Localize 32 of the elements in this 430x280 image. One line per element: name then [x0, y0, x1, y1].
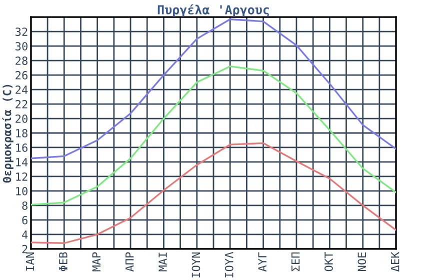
y-tick-label: 24	[16, 86, 28, 94]
x-tick-label: ΟΚΤ	[324, 252, 333, 272]
y-tick-label: 14	[16, 158, 28, 166]
x-tick-label: ΝΟΕ	[358, 252, 366, 272]
x-tick-label: ΙΟΥΝ	[192, 252, 200, 278]
x-tick-label: ΜΑΡ	[92, 252, 100, 272]
y-tick-label: 20	[16, 114, 28, 123]
y-tick-label: 18	[16, 129, 28, 138]
x-tick-label: ΑΥΓ	[258, 252, 266, 272]
y-tick-label: 32	[16, 28, 28, 36]
y-tick-label: 8	[22, 201, 28, 210]
chart-title: Πυργέλα 'Αργους	[158, 4, 269, 17]
x-tick-label: ΙΟΥΛ	[224, 252, 234, 278]
y-tick-label: 12	[16, 172, 28, 181]
x-tick-label: ΦΕΒ	[59, 252, 68, 272]
y-tick-label: 4	[22, 230, 28, 239]
y-tick-label: 10	[16, 186, 28, 196]
y-tick-label: 6	[22, 216, 28, 224]
line-series	[30, 66, 396, 206]
y-tick-label: 28	[16, 56, 28, 65]
y-tick-label: 30	[16, 42, 28, 50]
x-tick-label: ΔΕΚ	[391, 252, 400, 272]
x-tick-label: ΙΑΝ	[26, 252, 34, 271]
y-tick-label: 16	[16, 143, 28, 152]
x-tick-label: ΑΠΡ	[126, 252, 134, 272]
y-tick-label: 2	[22, 244, 28, 254]
y-axis-title: Θερμοκρασία (C)	[2, 84, 14, 183]
x-tick-label: ΣΕΠ	[291, 252, 300, 272]
x-tick-label: ΜΑΙ	[158, 252, 167, 272]
line-series	[30, 142, 396, 244]
y-tick-label: 22	[16, 100, 28, 108]
y-tick-label: 26	[16, 71, 28, 80]
